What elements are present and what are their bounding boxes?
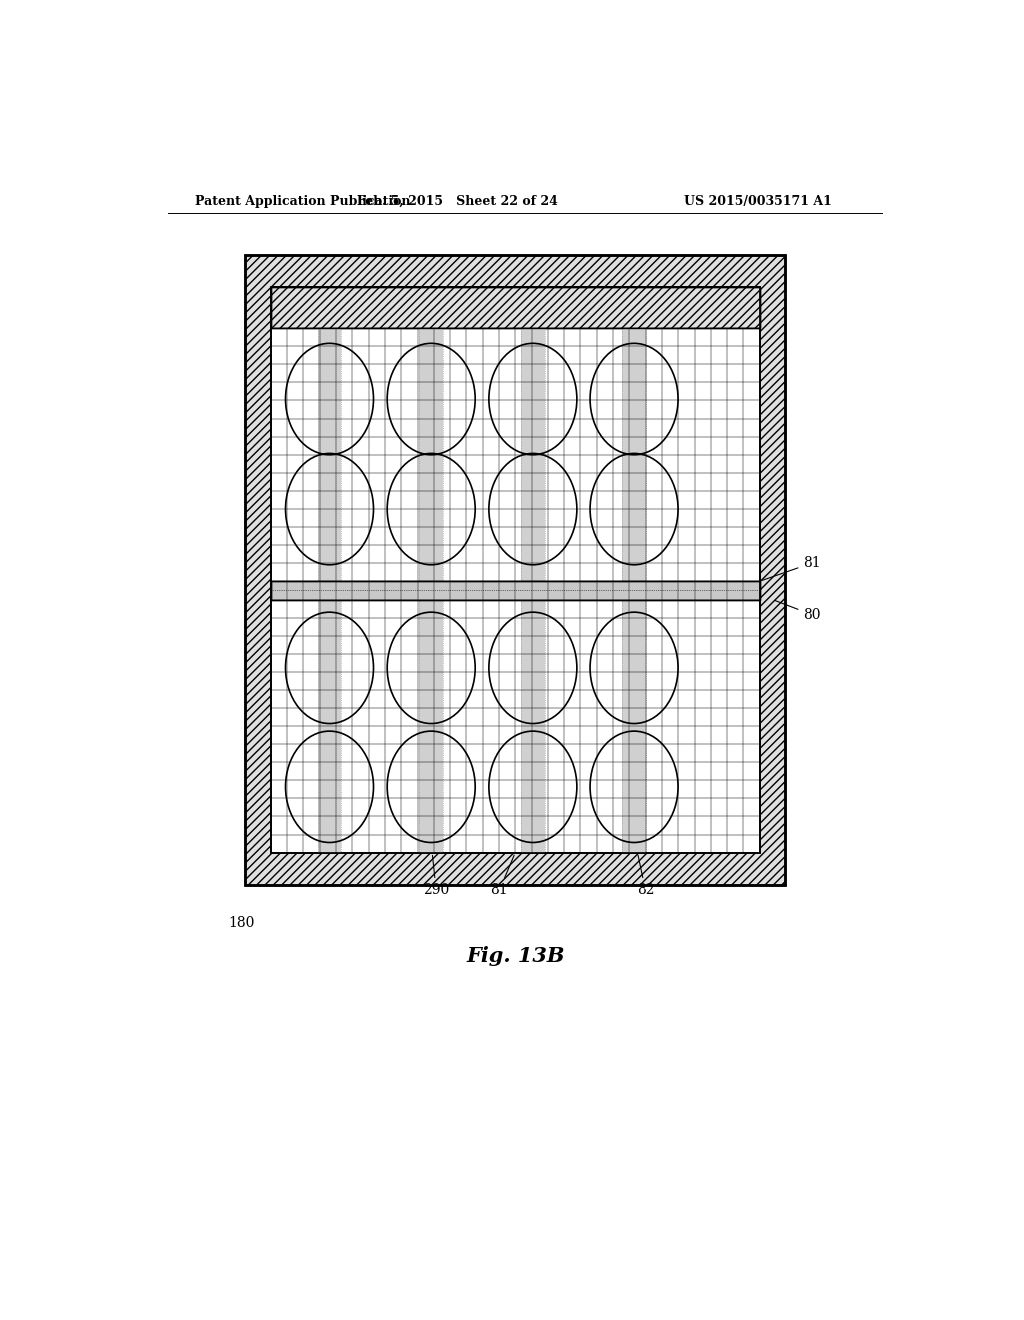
- Text: Feb. 5, 2015   Sheet 22 of 24: Feb. 5, 2015 Sheet 22 of 24: [357, 194, 558, 207]
- Bar: [420, 599, 443, 853]
- Bar: [623, 599, 646, 853]
- Text: US 2015/0035171 A1: US 2015/0035171 A1: [684, 194, 831, 207]
- Bar: [270, 288, 760, 853]
- Text: 290: 290: [423, 855, 450, 898]
- Text: 81: 81: [762, 556, 821, 581]
- Bar: [420, 329, 443, 581]
- Bar: [270, 288, 760, 329]
- Text: Patent Application Publication: Patent Application Publication: [196, 194, 411, 207]
- Bar: [246, 255, 785, 886]
- Bar: [317, 599, 341, 853]
- Bar: [246, 255, 785, 886]
- Text: 80: 80: [775, 601, 821, 622]
- Text: 82: 82: [637, 855, 654, 898]
- Bar: [521, 599, 545, 853]
- Bar: [521, 329, 545, 581]
- Bar: [317, 329, 341, 581]
- Bar: [270, 581, 760, 599]
- Text: 81: 81: [490, 855, 514, 898]
- Bar: [270, 288, 760, 329]
- Bar: [270, 288, 760, 853]
- Bar: [270, 581, 760, 599]
- Text: Fig. 13B: Fig. 13B: [466, 946, 564, 966]
- Bar: [623, 329, 646, 581]
- Text: 180: 180: [228, 916, 255, 929]
